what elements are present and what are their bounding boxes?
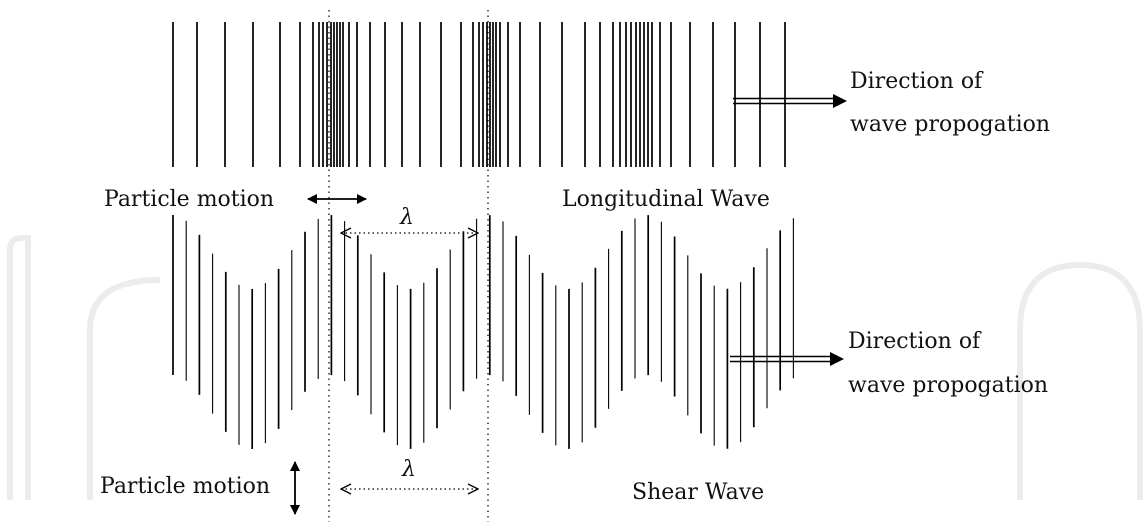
longitudinal-direction-arrow xyxy=(733,94,847,108)
longitudinal-direction-label-line1: Direction of xyxy=(850,69,984,94)
shear-direction-label-line2: wave propogation xyxy=(848,373,1048,398)
longitudinal-particle-motion-label: Particle motion xyxy=(104,187,274,212)
shear-direction-arrow xyxy=(730,352,844,366)
longitudinal-direction-label-line2: wave propogation xyxy=(850,112,1050,137)
shear-wave-label: Shear Wave xyxy=(632,480,764,505)
shear-wave-lines xyxy=(172,215,794,449)
shear-particle-motion-label: Particle motion xyxy=(100,474,270,499)
watermark-shapes xyxy=(7,235,1143,500)
shear-direction-label-line1: Direction of xyxy=(848,329,982,354)
longitudinal-wavelength-label: λ xyxy=(399,205,414,230)
longitudinal-wave-lines xyxy=(172,22,786,167)
shear-wavelength-label: λ xyxy=(401,457,416,482)
longitudinal-wave-label: Longitudinal Wave xyxy=(562,187,770,212)
longitudinal-annotations: Particle motion Longitudinal Wave λ Dire… xyxy=(104,69,1050,233)
shear-annotations: Particle motion Shear Wave λ Direction o… xyxy=(100,329,1048,515)
